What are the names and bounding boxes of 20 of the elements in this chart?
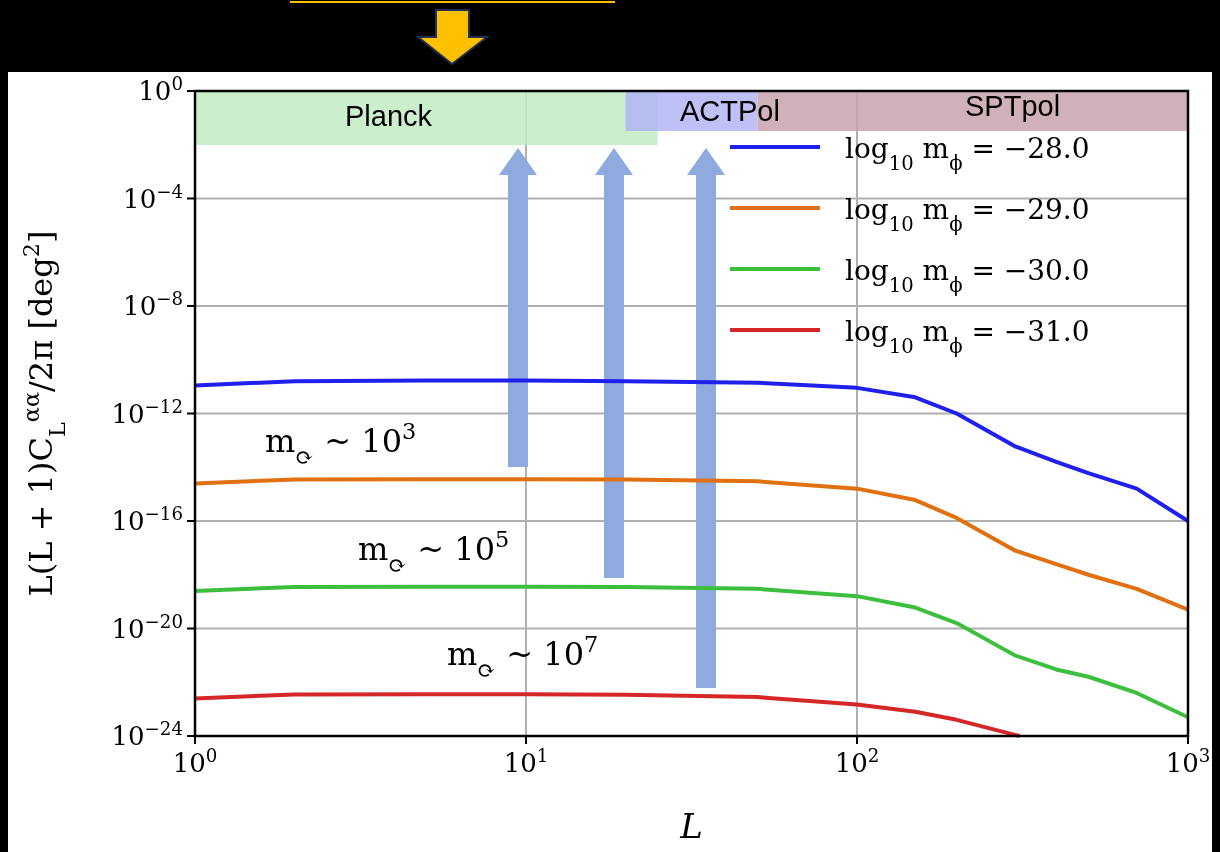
annotation: m$_{⟳}$ ~ 10$^{5}$ (358, 526, 510, 578)
y-tick-label: 10$^{−8}$ (123, 287, 183, 321)
band-label: Planck (345, 100, 433, 132)
annotation: m$_{⟳}$ ~ 10$^{7}$ (447, 631, 599, 683)
legend-label: log$_{10}$ m$_{ϕ}$ = −31.0 (845, 315, 1090, 358)
y-tick-label: 10$^{−4}$ (123, 180, 183, 214)
band-label: SPTpol (965, 90, 1061, 122)
x-tick-label: 10$^{3}$ (1165, 744, 1211, 778)
legend-label: log$_{10}$ m$_{ϕ}$ = −29.0 (845, 193, 1090, 236)
band-label: ACTPol (680, 95, 780, 127)
y-tick-label: 10$^{−12}$ (111, 395, 183, 429)
annotation: m$_{⟳}$ ~ 10$^{3}$ (265, 418, 417, 470)
x-axis-title: L (679, 806, 703, 846)
x-tick-label: 10$^{2}$ (834, 744, 880, 778)
legend-label: log$_{10}$ m$_{ϕ}$ = −30.0 (845, 254, 1090, 297)
y-tick-label: 10$^{0}$ (138, 72, 183, 106)
y-tick-label: 10$^{−20}$ (111, 610, 183, 644)
x-tick-label: 10$^{1}$ (503, 744, 549, 778)
legend-label: log$_{10}$ m$_{ϕ}$ = −28.0 (845, 132, 1090, 175)
y-tick-label: 10$^{−16}$ (111, 502, 183, 536)
